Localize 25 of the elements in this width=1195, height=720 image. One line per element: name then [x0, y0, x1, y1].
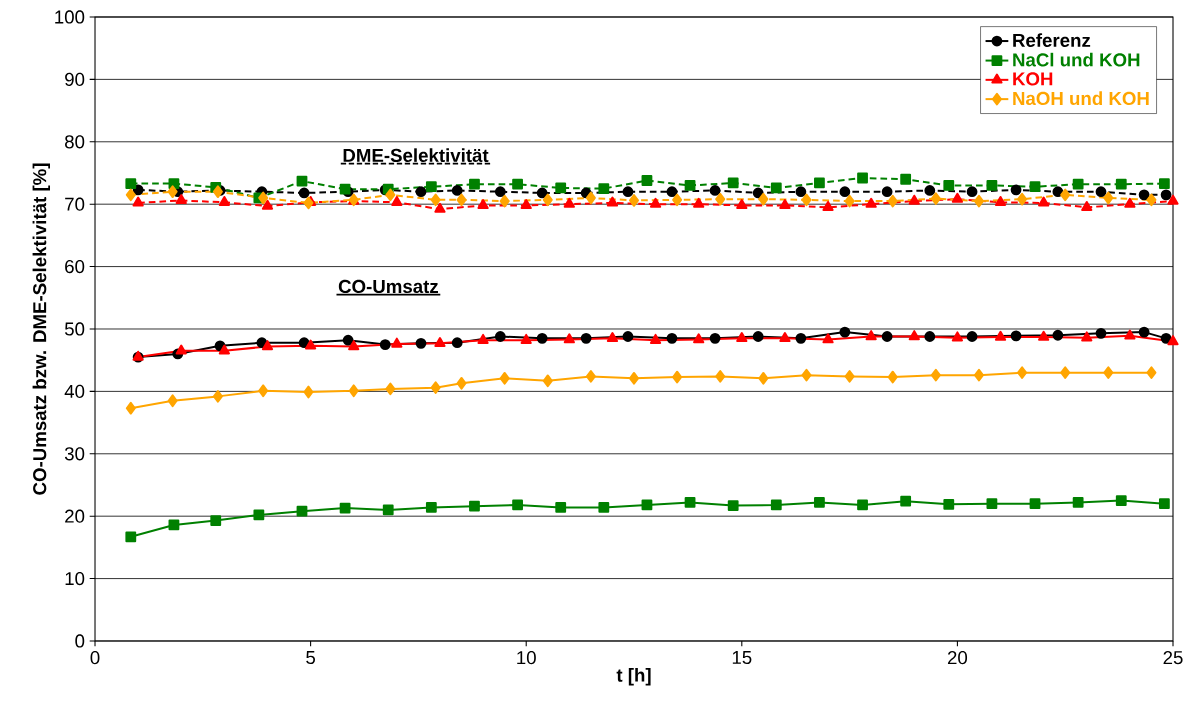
- y-tick-label: 10: [65, 571, 85, 586]
- y-tick-label: 70: [65, 197, 85, 211]
- y-axis-title: CO-Umsatz bzw. DME-Selektivität [%]: [32, 163, 50, 495]
- x-tick-label: 25: [1163, 651, 1183, 665]
- legend-label: NaCl und KOH: [1013, 52, 1140, 67]
- x-axis-title: t [h]: [616, 668, 651, 686]
- y-tick-label: 60: [65, 259, 85, 274]
- x-tick-label: 5: [306, 651, 316, 665]
- y-tick-label: 90: [65, 72, 85, 86]
- y-tick-label: 0: [75, 634, 85, 648]
- annotation: CO-Umsatz: [338, 279, 438, 294]
- x-tick-label: 0: [90, 651, 100, 665]
- annotation: DME-Selektivität: [343, 148, 489, 163]
- y-tick-label: 20: [65, 509, 85, 523]
- y-tick-label: 40: [64, 384, 85, 398]
- x-tick-label: 20: [947, 651, 968, 665]
- x-tick-label: 15: [732, 651, 752, 665]
- y-tick-label: 50: [64, 322, 85, 336]
- legend-label: KOH: [1013, 72, 1053, 86]
- legend-label: Referenz: [1013, 33, 1091, 47]
- x-tick-label: 10: [517, 651, 536, 665]
- y-tick-label: 30: [64, 447, 85, 461]
- y-tick-label: 100: [55, 10, 85, 24]
- y-tick-label: 80: [65, 135, 85, 149]
- legend-label: NaOH und KOH: [1013, 91, 1149, 106]
